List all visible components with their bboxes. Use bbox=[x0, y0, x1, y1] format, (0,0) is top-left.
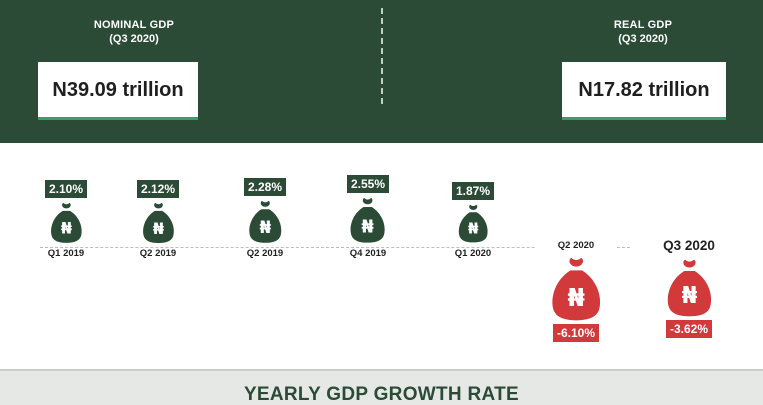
money-bag-shape bbox=[350, 197, 386, 243]
naira-symbol: ₦ bbox=[152, 218, 163, 237]
timeline-axis bbox=[40, 247, 630, 248]
money-bag-shape bbox=[142, 202, 174, 243]
nominal-gdp-period: (Q3 2020) bbox=[109, 33, 159, 45]
nominal-gdp-label: NOMINAL GDP bbox=[93, 19, 175, 31]
money-bag-shape bbox=[50, 202, 82, 243]
quarter-q2-2020: Q2 2020 ₦ -6.10% bbox=[536, 240, 616, 343]
quarter-q3-2020: Q3 2020 ₦ -3.62% bbox=[649, 238, 729, 339]
money-bag-shape bbox=[667, 259, 711, 317]
naira-symbol: ₦ bbox=[362, 216, 375, 237]
money-bag-icon: ₦ bbox=[350, 197, 386, 243]
quarter-label: Q4 2019 bbox=[328, 247, 408, 259]
quarter-label: Q2 2020 bbox=[536, 240, 616, 251]
quarter-q2-2019: 2.12% ₦ Q2 2019 bbox=[118, 179, 198, 259]
money-bag-icon: ₦ bbox=[458, 205, 488, 243]
real-gdp-label: REAL GDP bbox=[613, 19, 673, 31]
quarter-label: Q2 2019 bbox=[225, 247, 305, 259]
money-bag-shape bbox=[552, 257, 600, 321]
money-bag-shape bbox=[458, 205, 488, 243]
growth-rate-badge: -3.62% bbox=[665, 320, 713, 339]
naira-symbol: ₦ bbox=[259, 217, 271, 237]
growth-rate-badge: 2.12% bbox=[136, 179, 180, 198]
header-divider bbox=[381, 8, 383, 104]
quarter-q4-2019: 2.55% ₦ Q4 2019 bbox=[328, 174, 408, 259]
growth-rate-badge: 1.87% bbox=[451, 182, 495, 201]
footer-panel bbox=[0, 369, 763, 405]
nominal-gdp-heading: NOMINAL GDP (Q3 2020) bbox=[54, 18, 214, 46]
growth-rate-badge: 2.55% bbox=[346, 174, 390, 193]
real-gdp-heading: REAL GDP (Q3 2020) bbox=[563, 18, 723, 46]
growth-rate-badge: 2.28% bbox=[243, 177, 287, 196]
naira-symbol: ₦ bbox=[567, 283, 584, 312]
quarter-label: Q2 2019 bbox=[118, 247, 198, 259]
growth-rate-badge: 2.10% bbox=[44, 179, 88, 198]
quarter-q1-2020: 1.87% ₦ Q1 2020 bbox=[433, 182, 513, 259]
naira-symbol: ₦ bbox=[681, 283, 697, 309]
money-bag-shape bbox=[249, 200, 281, 243]
footer-title: YEARLY GDP GROWTH RATE bbox=[243, 384, 520, 405]
money-bag-icon: ₦ bbox=[142, 202, 174, 243]
money-bag-icon: ₦ bbox=[667, 259, 711, 317]
quarter-label: Q3 2020 bbox=[649, 238, 729, 253]
quarter-label: Q1 2019 bbox=[26, 247, 106, 259]
quarter-q1-2019: 2.10% ₦ Q1 2019 bbox=[26, 179, 106, 259]
money-bag-icon: ₦ bbox=[50, 202, 82, 243]
money-bag-icon: ₦ bbox=[249, 200, 281, 243]
quarter-q2-2019: 2.28% ₦ Q2 2019 bbox=[225, 177, 305, 259]
growth-rate-badge: -6.10% bbox=[552, 324, 600, 343]
naira-symbol: ₦ bbox=[60, 219, 71, 238]
quarter-label: Q1 2020 bbox=[433, 247, 513, 259]
real-gdp-period: (Q3 2020) bbox=[618, 33, 668, 45]
nominal-gdp-value: N39.09 trillion bbox=[38, 62, 198, 120]
real-gdp-value: N17.82 trillion bbox=[562, 62, 726, 120]
money-bag-icon: ₦ bbox=[552, 257, 600, 321]
naira-symbol: ₦ bbox=[468, 220, 479, 238]
